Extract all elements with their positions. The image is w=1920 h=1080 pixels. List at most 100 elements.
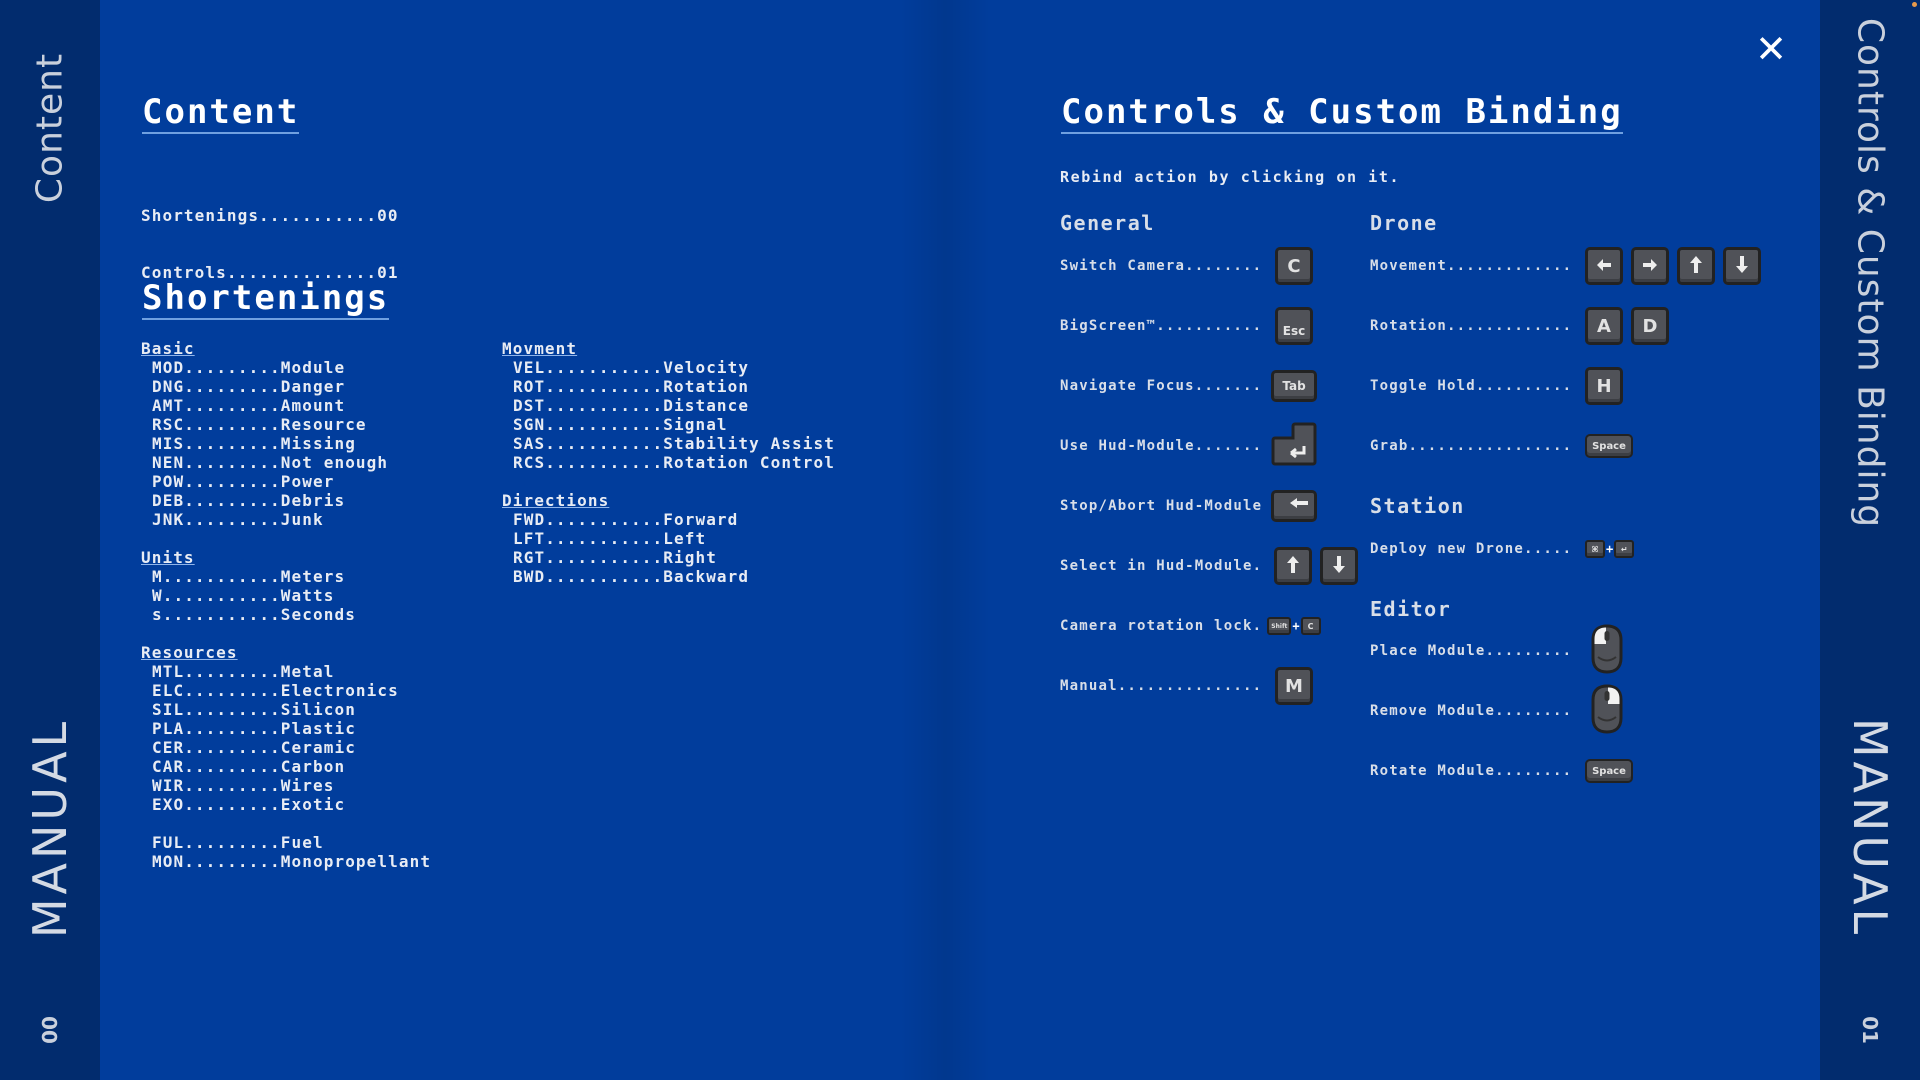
shortening-item: VEL...........Velocity [513, 358, 750, 377]
control-row-general[interactable]: BigScreen™........... Esc [1060, 304, 1313, 348]
shortening-item: s...........Seconds [152, 605, 356, 624]
shift-key[interactable]: Shift [1267, 617, 1292, 635]
a-key[interactable]: A [1585, 307, 1623, 345]
key-binding[interactable]: Tab [1262, 370, 1326, 402]
control-row-editor[interactable]: Rotate Module........ Space [1370, 749, 1633, 793]
shortening-item: AMT.........Amount [152, 396, 346, 415]
shortening-group: Basic MOD.........Module DNG.........Dange… [141, 339, 431, 529]
control-row-general[interactable]: Camera rotation lock. Shift + C [1060, 604, 1321, 648]
esc-key[interactable]: Esc [1275, 307, 1313, 345]
enter-key[interactable] [1271, 422, 1317, 470]
control-label: Switch Camera........ [1060, 258, 1263, 274]
key-binding[interactable] [1262, 422, 1326, 470]
arrow-down-key[interactable] [1320, 547, 1358, 585]
key-binding[interactable]: H [1585, 367, 1623, 405]
group-title: Movment [502, 339, 578, 358]
table-of-contents: Shortenings...........00 Controls.......… [141, 168, 399, 301]
shortening-item: RGT...........Right [513, 548, 717, 567]
arrow-down-icon [1332, 553, 1346, 580]
d-key[interactable]: D [1631, 307, 1669, 345]
shortening-item: ELC.........Electronics [152, 681, 399, 700]
control-label: Grab................. [1370, 438, 1573, 454]
backspace-key[interactable] [1271, 490, 1317, 522]
plus-sign: + [1606, 542, 1614, 556]
close-icon[interactable]: ✕ [1755, 27, 1787, 71]
shortening-item: SAS...........Stability Assist [513, 434, 835, 453]
control-row-general[interactable]: Stop/Abort Hud-Module [1060, 484, 1317, 528]
key-binding[interactable]: ⌘ + ↵ [1585, 540, 1635, 558]
arrow-up-icon [1286, 553, 1300, 580]
h-key[interactable]: H [1585, 367, 1623, 405]
space-key[interactable]: Space [1585, 759, 1633, 783]
manual-label-left: MANUAL [23, 717, 77, 939]
arrow-right-icon [1643, 253, 1657, 280]
control-row-general[interactable]: Use Hud-Module....... [1060, 422, 1317, 468]
control-label: Deploy new Drone..... [1370, 541, 1573, 557]
control-row-editor[interactable]: Place Module......... [1370, 624, 1623, 674]
toc-item-controls[interactable]: Controls..............01 [141, 263, 399, 282]
right-sidebar-tab[interactable]: Controls & Custom Binding MANUAL 01 [1820, 0, 1920, 1080]
shortening-group: Directions FWD...........Forward LFT......… [502, 491, 835, 586]
shortening-item: MON.........Monopropellant [152, 852, 432, 871]
arrow-down-key[interactable] [1723, 247, 1761, 285]
control-label: Rotation............. [1370, 318, 1573, 334]
c-key[interactable]: C [1275, 247, 1313, 285]
arrow-up-key[interactable] [1677, 247, 1715, 285]
shortening-item: RSC.........Resource [152, 415, 367, 434]
control-row-general[interactable]: Select in Hud-Module. [1060, 544, 1358, 588]
shortening-item: M...........Meters [152, 567, 346, 586]
group-title: Directions [502, 491, 610, 510]
control-label: BigScreen™........... [1060, 318, 1263, 334]
mouse-right-icon[interactable] [1587, 684, 1627, 738]
control-row-station[interactable]: Deploy new Drone..... ⌘ + ↵ [1370, 527, 1635, 571]
control-row-drone[interactable]: Movement............. [1370, 244, 1761, 288]
key-binding[interactable] [1585, 684, 1627, 738]
key-binding[interactable] [1274, 547, 1358, 585]
shortening-item: MOD.........Module [152, 358, 346, 377]
control-row-general[interactable]: Manual............... M [1060, 664, 1313, 708]
key-binding[interactable]: Space [1585, 434, 1633, 458]
arrow-up-key[interactable] [1274, 547, 1312, 585]
control-row-drone[interactable]: Grab................. Space [1370, 424, 1633, 468]
shortening-item: RCS...........Rotation Control [513, 453, 835, 472]
shortening-item: DST...........Distance [513, 396, 750, 415]
key-binding[interactable] [1262, 490, 1326, 522]
arrow-left-key[interactable] [1585, 247, 1623, 285]
right-sidebar-title: Controls & Custom Binding [1849, 17, 1891, 529]
key-binding[interactable]: Shift + C [1262, 617, 1326, 635]
control-row-general[interactable]: Switch Camera........ C [1060, 244, 1313, 288]
c-key[interactable]: C [1300, 617, 1321, 635]
shortening-group: Resources MTL.........Metal ELC.........El… [141, 643, 431, 814]
shortening-group: Units M...........Meters W...........Watts… [141, 548, 431, 624]
command-key[interactable]: ⌘ [1585, 540, 1605, 558]
control-row-general[interactable]: Navigate Focus....... Tab [1060, 364, 1317, 408]
toc-item-shortenings[interactable]: Shortenings...........00 [141, 206, 399, 225]
mouse-left-icon[interactable] [1587, 624, 1627, 678]
shortening-item: LFT...........Left [513, 529, 707, 548]
m-key[interactable]: M [1275, 667, 1313, 705]
section-title-general: General [1060, 211, 1155, 235]
shortening-item: DEB.........Debris [152, 491, 346, 510]
key-binding[interactable]: M [1262, 667, 1326, 705]
arrow-right-key[interactable] [1631, 247, 1669, 285]
key-binding[interactable]: Esc [1262, 307, 1326, 345]
status-dot [1912, 2, 1917, 7]
left-sidebar-tab[interactable]: Content MANUAL 00 [0, 0, 100, 1080]
shortening-item: MTL.........Metal [152, 662, 335, 681]
key-combo[interactable]: ⌘ + ↵ [1585, 540, 1635, 558]
enter-icon: ↵ [1620, 544, 1628, 554]
control-row-drone[interactable]: Rotation............. A D [1370, 304, 1669, 348]
key-combo[interactable]: Shift + C [1267, 617, 1321, 635]
key-binding[interactable] [1585, 247, 1761, 285]
shortening-item: CAR.........Carbon [152, 757, 346, 776]
shortenings-column-2: Movment VEL...........Velocity ROT........… [502, 339, 835, 605]
space-key[interactable]: Space [1585, 434, 1633, 458]
key-binding[interactable] [1585, 624, 1627, 678]
key-binding[interactable]: Space [1585, 759, 1633, 783]
key-binding[interactable]: C [1262, 247, 1326, 285]
enter-key[interactable]: ↵ [1614, 540, 1635, 558]
tab-key[interactable]: Tab [1271, 370, 1317, 402]
control-row-drone[interactable]: Toggle Hold.......... H [1370, 364, 1623, 408]
control-row-editor[interactable]: Remove Module........ [1370, 684, 1623, 734]
